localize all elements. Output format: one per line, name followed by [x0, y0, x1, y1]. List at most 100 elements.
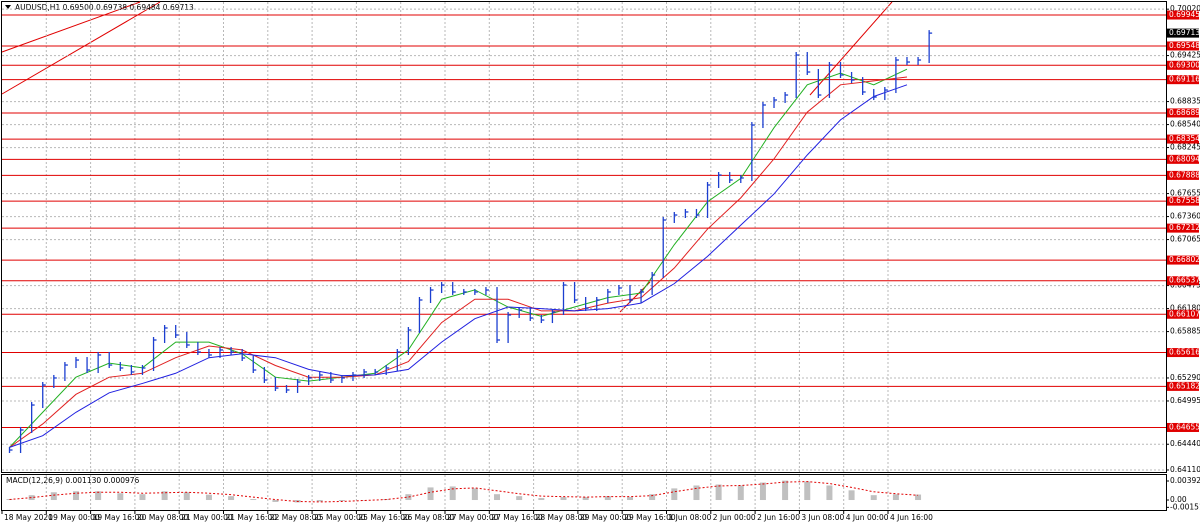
- y-tick-label: 0.64440: [1170, 439, 1200, 448]
- macd-bar: [161, 491, 168, 501]
- time-label: 1 Jun 08:00: [669, 513, 712, 522]
- macd-bar: [649, 494, 656, 501]
- main-frame: [1, 1, 1167, 473]
- last-price-label: 0.69713: [1169, 28, 1200, 37]
- time-label: 26 May 08:00: [403, 513, 455, 522]
- level-label-box: [1167, 154, 1199, 164]
- level-label: 0.66107: [1169, 309, 1200, 318]
- macd-bar: [915, 494, 922, 501]
- time-label: 21 May 16:00: [226, 513, 278, 522]
- level-label-box: [1167, 223, 1199, 233]
- macd-bar: [316, 500, 323, 502]
- y-tick-label: 0.67655: [1170, 189, 1200, 198]
- macd-bar: [538, 498, 545, 501]
- y-tick-label: 0.66180: [1170, 304, 1200, 313]
- y-tick-label: -0.001514: [1170, 502, 1200, 511]
- level-label: 0.68094: [1169, 154, 1200, 163]
- macd-bar: [405, 494, 412, 501]
- trend-line: [1, 1, 141, 53]
- time-label: 20 May 08:00: [137, 513, 189, 522]
- level-label-box: [1167, 75, 1199, 85]
- macd-bar: [870, 495, 877, 501]
- macd-title: MACD(12,26,9) 0.001130 0.000976: [6, 476, 140, 485]
- level-label: 0.69116: [1169, 75, 1200, 84]
- macd-bar: [516, 496, 523, 501]
- macd-bar: [228, 496, 235, 501]
- menu-arrow[interactable]: [5, 5, 11, 9]
- macd-bar: [50, 492, 57, 501]
- y-tick-label: 0.68245: [1170, 143, 1200, 152]
- macd-bar: [338, 500, 345, 501]
- macd-bar: [604, 496, 611, 501]
- y-tick-label: 0.68835: [1170, 97, 1200, 106]
- macd-bar: [715, 484, 722, 501]
- last-price-box: [1167, 28, 1199, 38]
- time-label: 2 Jun 16:00: [757, 513, 800, 522]
- time-label: 28 May 08:00: [536, 513, 588, 522]
- macd-bar: [471, 488, 478, 501]
- macd-bar: [205, 494, 212, 501]
- macd-bar: [117, 493, 124, 501]
- macd-bar: [759, 482, 766, 501]
- level-label: 0.67888: [1169, 170, 1200, 179]
- level-label: 0.65616: [1169, 348, 1200, 357]
- level-label: 0.68689: [1169, 108, 1200, 117]
- y-tick-label: 0.64995: [1170, 396, 1200, 405]
- macd-bar: [494, 494, 501, 501]
- macd-bar: [72, 491, 79, 501]
- level-label-box: [1167, 422, 1199, 432]
- macd-bar: [449, 486, 456, 501]
- y-tick-label: 0.65290: [1170, 373, 1200, 382]
- time-label: 19 May 00:00: [48, 513, 100, 522]
- time-label: 19 May 16:00: [93, 513, 145, 522]
- level-label: 0.67212: [1169, 223, 1200, 232]
- macd-bar: [28, 495, 35, 501]
- level-label: 0.66802: [1169, 255, 1200, 264]
- moving-average: [9, 76, 908, 448]
- level-label: 0.66537: [1169, 276, 1200, 285]
- time-label: 4 Jun 16:00: [890, 513, 933, 522]
- y-tick-label: 0.65885: [1170, 327, 1200, 336]
- time-label: 4 Jun 00:00: [846, 513, 889, 522]
- level-label-box: [1167, 170, 1199, 180]
- moving-average: [9, 84, 908, 448]
- time-label: 25 May 00:00: [314, 513, 366, 522]
- macd-bar: [892, 494, 899, 501]
- moving-average: [9, 68, 908, 448]
- time-label: 22 May 08:00: [270, 513, 322, 522]
- y-tick-label: 0.00: [1170, 495, 1187, 504]
- time-label: 21 May 00:00: [181, 513, 233, 522]
- level-label-box: [1167, 196, 1199, 206]
- level-label: 0.69548: [1169, 41, 1200, 50]
- macd-bar: [671, 488, 678, 501]
- macd-bar: [139, 494, 146, 501]
- macd-bar: [737, 485, 744, 501]
- y-tick-label: 0.70020: [1170, 4, 1200, 13]
- level-label: 0.68354: [1169, 134, 1200, 143]
- macd-bar: [560, 497, 567, 501]
- macd-bar: [250, 499, 257, 501]
- y-tick-label: 0.64110: [1170, 465, 1200, 474]
- level-label-box: [1167, 108, 1199, 118]
- macd-frame: [1, 474, 1167, 511]
- time-label: 3 Jun 08:00: [801, 513, 844, 522]
- y-tick-label: 0.68540: [1170, 120, 1200, 129]
- macd-signal: [9, 481, 919, 503]
- level-label-box: [1167, 381, 1199, 391]
- level-label-box: [1167, 276, 1199, 286]
- level-label-box: [1167, 255, 1199, 265]
- macd-bar: [272, 500, 279, 502]
- level-label-box: [1167, 348, 1199, 358]
- macd-bar: [804, 481, 811, 501]
- macd-bar: [626, 497, 633, 501]
- y-tick-label: 0.67065: [1170, 235, 1200, 244]
- level-label: 0.69300: [1169, 60, 1200, 69]
- macd-bar: [826, 485, 833, 501]
- y-tick-label: 0.003922: [1170, 476, 1200, 485]
- y-tick-label: 0.67360: [1170, 212, 1200, 221]
- level-label: 0.64655: [1169, 422, 1200, 431]
- macd-bar: [693, 485, 700, 501]
- macd-bar: [427, 487, 434, 501]
